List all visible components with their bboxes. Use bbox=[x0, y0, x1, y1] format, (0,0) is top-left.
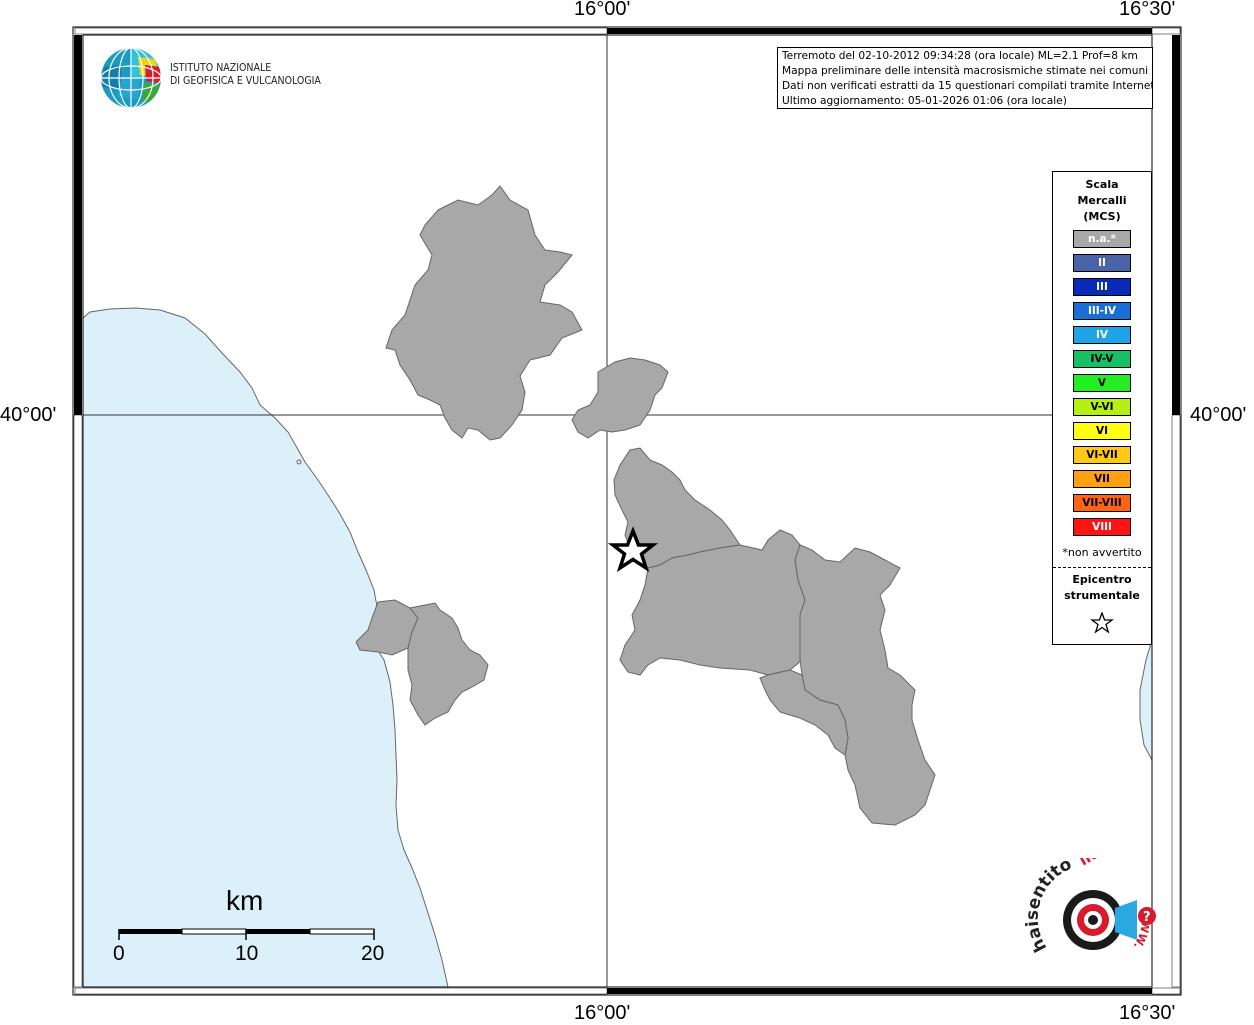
map-frame bbox=[72, 26, 1182, 996]
mcs-legend: Scala Mercalli (MCS) n.a.* II III III-IV IV I… bbox=[1052, 171, 1152, 645]
legend-item-vi-vii: VI-VII bbox=[1073, 446, 1131, 464]
logo-line2: DI GEOFISICA E VULCANOLOGIA bbox=[170, 75, 321, 87]
svg-text:?: ? bbox=[1143, 910, 1151, 925]
legend-epicenter-line2: strumentale bbox=[1064, 589, 1140, 602]
legend-item-vii-viii: VII-VIII bbox=[1073, 494, 1131, 512]
legend-item-iv: IV bbox=[1073, 326, 1131, 344]
coord-label-top-lon1: 16°00' bbox=[574, 0, 631, 20]
info-line-data: Dati non verificati estratti da 15 quest… bbox=[782, 80, 1153, 92]
coord-label-top-lon2: 16°30' bbox=[1119, 0, 1176, 20]
legend-note: *non avvertito bbox=[1062, 546, 1142, 559]
info-line-event: Terremoto del 02-10-2012 09:34:28 (ora l… bbox=[782, 50, 1138, 62]
badge-text-right: ilterremoto.it bbox=[1076, 858, 1160, 869]
haisentito-target-icon[interactable]: haisentito ilterremoto.it WWW. ? bbox=[1025, 858, 1160, 978]
municipality-coast-east[interactable] bbox=[407, 602, 489, 726]
info-line-updated: Ultimo aggiornamento: 05-01-2026 01:06 (… bbox=[782, 95, 1067, 107]
svg-text:ilterremoto.it: ilterremoto.it bbox=[1076, 858, 1160, 869]
scale-label-0: 0 bbox=[113, 942, 125, 965]
scale-label-10: 10 bbox=[235, 942, 259, 965]
municipality-north-small[interactable] bbox=[571, 357, 669, 439]
ingv-logo-text: ISTITUTO NAZIONALE DI GEOFISICA E VULCAN… bbox=[170, 62, 321, 88]
legend-title-line2: Mercalli bbox=[1077, 194, 1127, 207]
legend-title: Scala Mercalli (MCS) bbox=[1053, 177, 1151, 225]
legend-item-v-vi: V-VI bbox=[1073, 398, 1131, 416]
legend-item-viii: VIII bbox=[1073, 518, 1131, 536]
star-outline-icon bbox=[1090, 612, 1114, 634]
municipality-north-large[interactable] bbox=[385, 185, 583, 441]
scale-unit-label: km bbox=[226, 885, 264, 916]
municipality-south-small[interactable] bbox=[759, 669, 849, 756]
logo-line1: ISTITUTO NAZIONALE bbox=[170, 62, 272, 74]
info-line-map: Mappa preliminare delle intensità macros… bbox=[782, 65, 1149, 77]
legend-item-v: V bbox=[1073, 374, 1131, 392]
coord-label-right-lat: 40°00' bbox=[1190, 404, 1247, 426]
legend-item-iv-v: IV-V bbox=[1073, 350, 1131, 368]
legend-title-line3: (MCS) bbox=[1083, 210, 1121, 223]
legend-epicenter-label: Epicentro strumentale bbox=[1053, 572, 1151, 604]
coord-label-left-lat: 40°00' bbox=[0, 404, 57, 426]
legend-item-vii: VII bbox=[1073, 470, 1131, 488]
coord-label-bottom-lon2: 16°30' bbox=[1119, 1002, 1176, 1024]
legend-epicenter-line1: Epicentro bbox=[1072, 573, 1132, 586]
coord-label-bottom-lon1: 16°00' bbox=[574, 1002, 631, 1024]
legend-item-n-a-: n.a.* bbox=[1073, 230, 1131, 248]
legend-item-vi: VI bbox=[1073, 422, 1131, 440]
ingv-globe-icon bbox=[101, 48, 161, 108]
legend-title-line1: Scala bbox=[1085, 178, 1119, 191]
islet bbox=[296, 459, 302, 465]
municipalities bbox=[355, 185, 936, 826]
scale-bar bbox=[118, 928, 375, 940]
sea-area bbox=[82, 307, 449, 988]
legend-separator bbox=[1053, 567, 1151, 568]
legend-item-iii-iv: III-IV bbox=[1073, 302, 1131, 320]
legend-item-iii: III bbox=[1073, 278, 1131, 296]
epicenter-star-icon[interactable] bbox=[607, 526, 659, 573]
scale-label-20: 20 bbox=[361, 942, 385, 965]
event-info-box: Terremoto del 02-10-2012 09:34:28 (ora l… bbox=[777, 47, 1153, 109]
legend-item-ii: II bbox=[1073, 254, 1131, 272]
